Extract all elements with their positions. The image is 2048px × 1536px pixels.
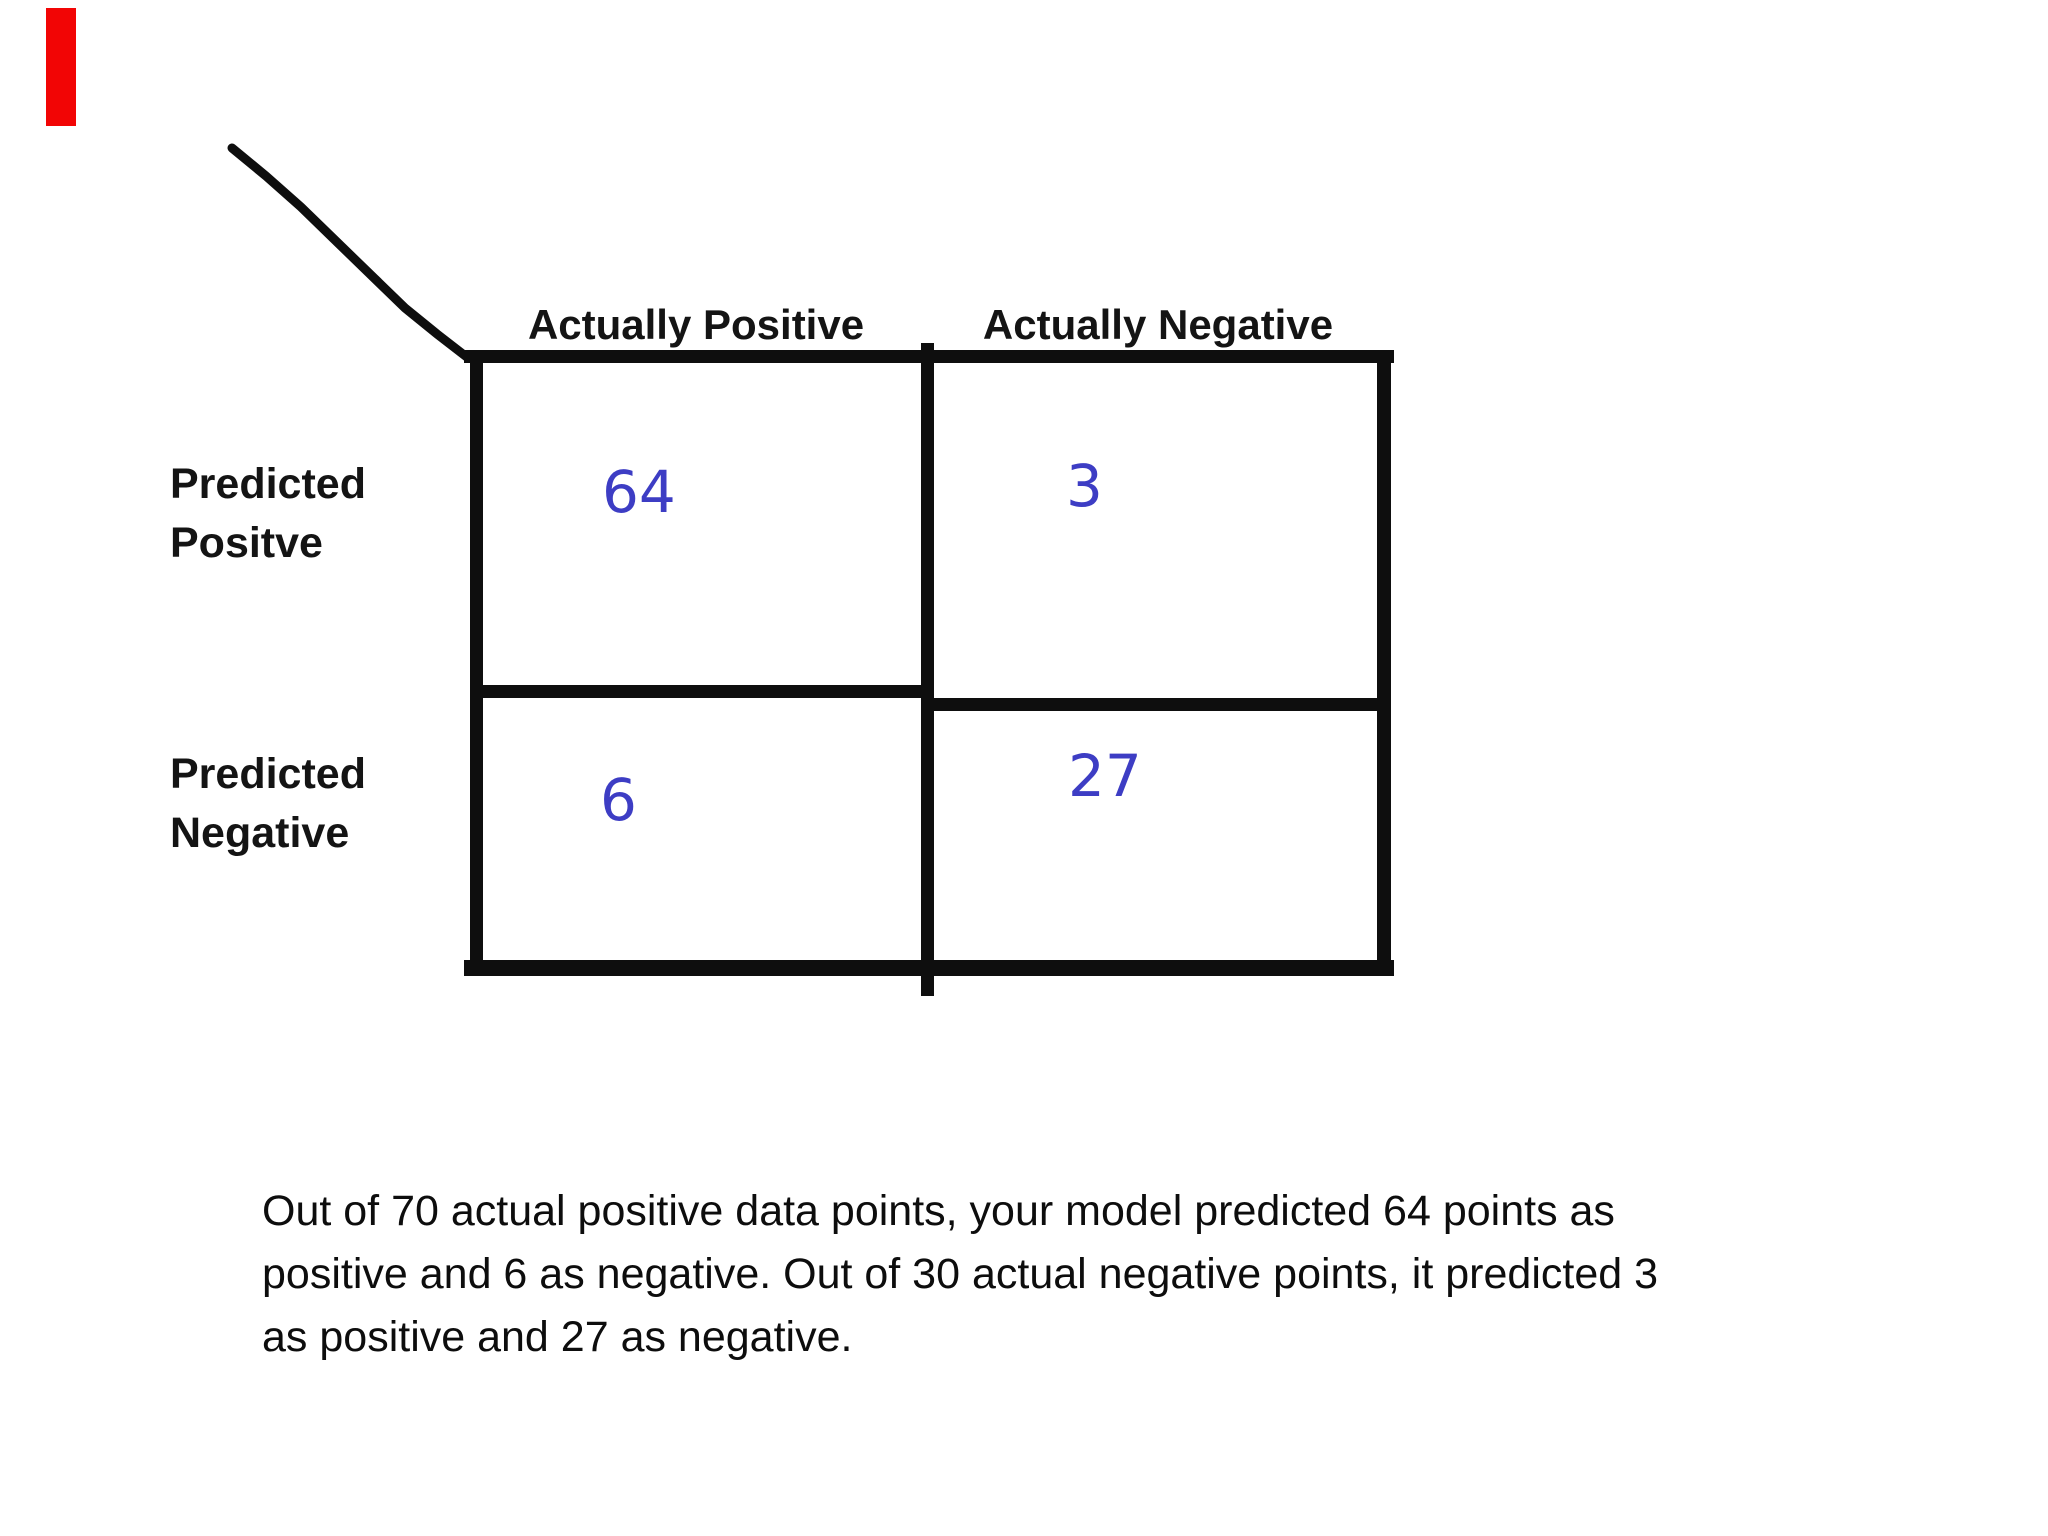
row-header-predicted-negative: Predicted Negative [170, 745, 366, 863]
row-header-predicted-positive: Predicted Positve [170, 455, 366, 573]
column-header-actually-positive: Actually Positive [527, 301, 865, 348]
diagonal-axis-line [227, 143, 473, 363]
row-header-line: Negative [170, 809, 350, 857]
red-marker-bar [46, 8, 76, 126]
grid-divider-horizontal-right [934, 698, 1381, 711]
caption-text: Out of 70 actual positive data points, y… [262, 1180, 1658, 1369]
cell-true-positive-value: 64 [602, 458, 676, 526]
caption-line-2: positive and 6 as negative. Out of 30 ac… [262, 1250, 1659, 1298]
column-header-actually-negative: Actually Negative [982, 301, 1334, 348]
cell-false-negative-value: 6 [600, 766, 637, 834]
grid-border-left [470, 350, 483, 976]
caption-line-3: as positive and 27 as negative. [262, 1313, 853, 1361]
cell-false-positive-value: 3 [1066, 452, 1103, 520]
row-header-line: Predicted [170, 460, 366, 508]
cell-true-negative-value: 27 [1068, 742, 1142, 810]
grid-divider-horizontal-left [476, 685, 923, 698]
grid-border-right [1377, 350, 1391, 976]
grid-divider-vertical [921, 343, 934, 996]
row-header-line: Predicted [170, 750, 366, 798]
caption-line-1: Out of 70 actual positive data points, y… [262, 1187, 1615, 1235]
row-header-line: Positve [170, 519, 323, 567]
